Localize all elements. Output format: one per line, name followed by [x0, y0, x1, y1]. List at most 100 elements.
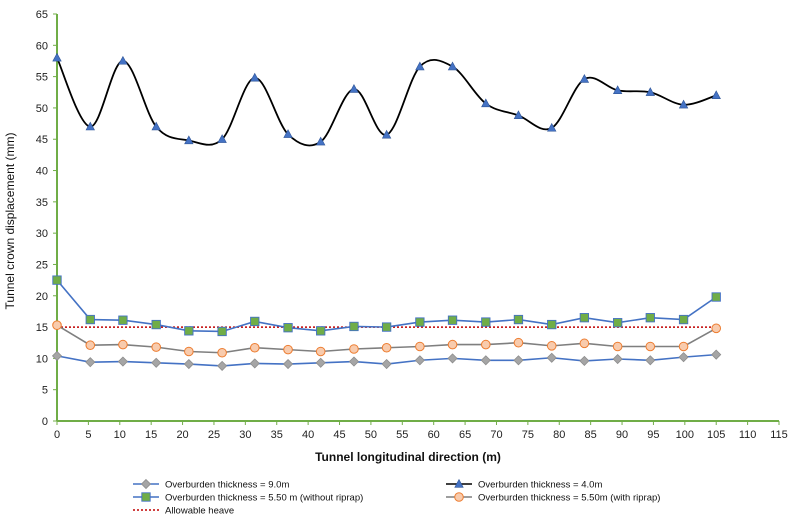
data-point [184, 326, 194, 336]
data-point [414, 355, 425, 366]
data-point [579, 313, 590, 323]
x-tick-label: 70 [490, 429, 502, 441]
x-tick-label: 75 [522, 429, 534, 441]
legend-entry: Overburden thickness = 4.0m [446, 478, 602, 491]
legend-swatch-marker [141, 492, 151, 502]
data-point [579, 73, 590, 83]
data-point [645, 341, 656, 352]
data-point [381, 322, 392, 332]
data-point [52, 320, 62, 330]
legend-label: Overburden thickness = 5.50 m (without r… [165, 493, 363, 504]
data-point [381, 342, 392, 353]
data-point [645, 87, 655, 96]
x-tick-label: 105 [707, 429, 725, 441]
data-point [612, 341, 623, 352]
legend-entry: Overburden thickness = 9.0m [133, 478, 289, 491]
data-point [381, 129, 392, 139]
legend-label: Overburden thickness = 4.0m [478, 480, 602, 491]
y-tick-label: 65 [36, 9, 48, 21]
data-point [645, 313, 655, 323]
data-point [678, 314, 689, 325]
x-tick-label: 95 [647, 429, 659, 441]
x-tick-label: 85 [585, 429, 597, 441]
data-point [151, 357, 162, 368]
x-tick-label: 40 [302, 429, 314, 441]
axes: 0 5 10 15 20 25 30 35 40 45 50 55 60 65 0 5 10 15 20 25 30 35… [36, 9, 788, 441]
data-point [678, 99, 689, 109]
data-point [415, 341, 425, 352]
data-point [547, 319, 557, 330]
data-point [282, 358, 294, 370]
data-point [513, 337, 524, 348]
series-2 [52, 275, 721, 337]
y-tick-label: 30 [36, 228, 48, 240]
data-point [184, 346, 194, 357]
data-point [315, 136, 326, 146]
series-0 [51, 349, 722, 371]
data-point [316, 326, 326, 336]
legend-label: Overburden thickness = 9.0m [165, 480, 289, 491]
data-point [579, 355, 590, 366]
legend-entry: Allowable heave [133, 506, 234, 517]
data-point [349, 344, 359, 354]
data-point [151, 342, 161, 352]
series-layer [51, 52, 722, 371]
series-1 [52, 52, 721, 147]
y-tick-label: 20 [36, 291, 48, 303]
data-point [415, 61, 425, 71]
data-point [711, 90, 721, 99]
data-point [513, 355, 524, 366]
data-point [183, 358, 194, 370]
x-tick-label: 115 [770, 429, 788, 441]
x-tick-label: 35 [271, 429, 283, 441]
data-point [612, 85, 623, 94]
x-tick-label: 110 [739, 429, 757, 441]
data-point [447, 353, 458, 364]
data-point [117, 356, 128, 367]
x-tick-label: 0 [54, 429, 60, 441]
data-point [612, 353, 623, 365]
x-tick-label: 15 [145, 429, 157, 441]
y-tick-label: 25 [36, 259, 48, 271]
x-tick-label: 65 [459, 429, 471, 441]
y-tick-label: 60 [36, 40, 48, 52]
data-point [481, 339, 491, 350]
legend-box [131, 474, 711, 517]
data-point [283, 323, 293, 333]
data-point [513, 110, 524, 120]
data-point [52, 52, 62, 62]
legend-entry: Overburden thickness = 5.50 m (without r… [133, 492, 363, 504]
data-point [579, 338, 590, 349]
x-tick-label: 60 [428, 429, 440, 441]
data-point [52, 275, 62, 285]
legend-label: Overburden thickness = 5.50m (with ripra… [478, 493, 660, 504]
data-point [315, 357, 326, 368]
y-axis-title: Tunnel crown displacement (mm) [3, 133, 17, 310]
data-point [481, 317, 491, 327]
data-point [151, 319, 161, 330]
x-axis-title: Tunnel longitudinal direction (m) [315, 450, 501, 464]
data-point [546, 352, 557, 363]
data-point [381, 358, 392, 370]
y-tick-label: 35 [36, 197, 48, 209]
data-point [711, 323, 722, 334]
x-tick-label: 10 [114, 429, 126, 441]
y-tick-label: 15 [36, 322, 48, 334]
x-tick-label: 25 [208, 429, 220, 441]
data-point [118, 55, 128, 65]
data-point [349, 321, 359, 332]
series-3 [52, 320, 722, 358]
data-point [217, 326, 227, 337]
legend-swatch-marker [454, 492, 464, 502]
data-point [250, 72, 260, 82]
data-point [415, 317, 425, 327]
y-tick-label: 0 [42, 416, 48, 428]
data-point [711, 349, 722, 360]
data-point [217, 134, 227, 143]
data-point [645, 355, 656, 366]
data-point [283, 129, 293, 138]
data-point [85, 121, 95, 131]
data-point [85, 357, 96, 368]
y-tick-label: 50 [36, 103, 48, 115]
